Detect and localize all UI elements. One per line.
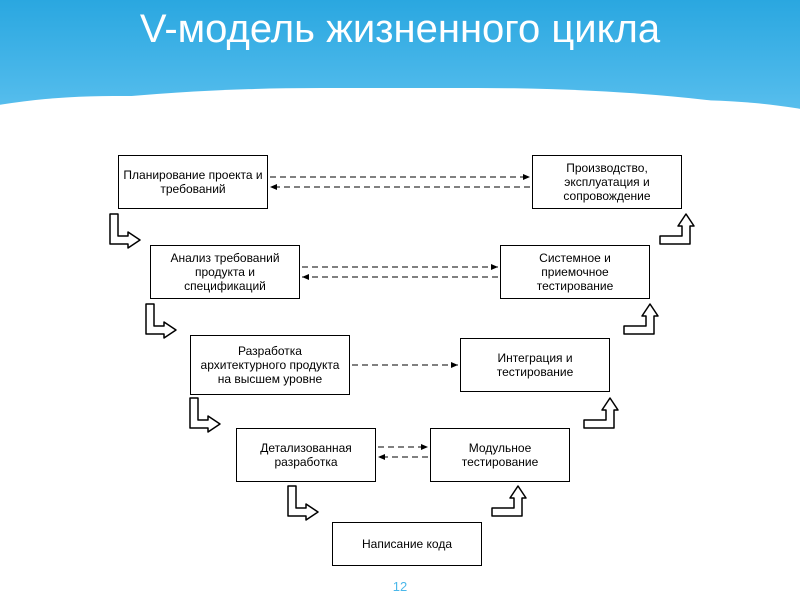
diagram-arrows-layer [0,0,800,600]
node-plan: Планирование проекта и требований [118,155,268,209]
page-number: 12 [0,579,800,594]
node-integ: Интеграция и тестирование [460,338,610,392]
node-code: Написание кода [332,522,482,566]
node-prod: Производство, эксплуатация и сопровожден… [532,155,682,209]
node-unit: Модульное тестирование [430,428,570,482]
node-arch: Разработка архитектурного продукта на вы… [190,335,350,395]
node-detail: Детализованная разработка [236,428,376,482]
node-anal: Анализ требований продукта и спецификаци… [150,245,300,299]
node-syst: Системное и приемочное тестирование [500,245,650,299]
